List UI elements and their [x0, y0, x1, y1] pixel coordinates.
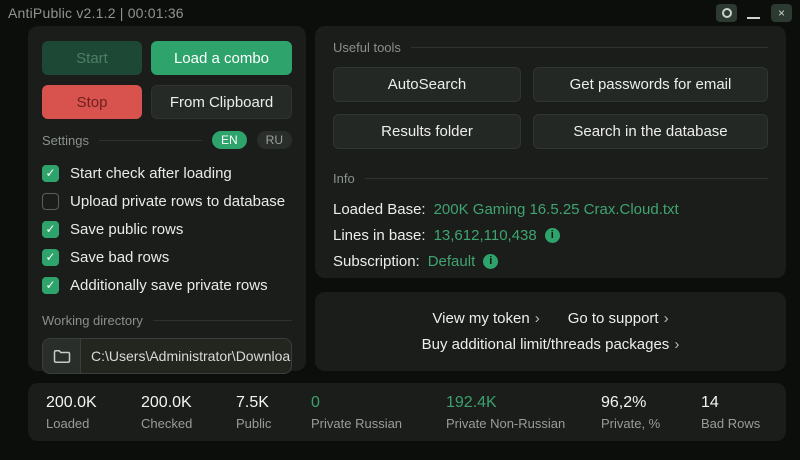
minimize-icon[interactable]: [746, 4, 762, 22]
stats-bar: 200.0K Loaded 200.0K Checked 7.5K Public…: [28, 383, 786, 441]
info-row-value: Default: [427, 252, 476, 270]
link-label: Go to support: [567, 310, 659, 327]
useful-tools-label: Useful tools: [333, 40, 401, 55]
stat-label: Checked: [141, 415, 193, 431]
checkbox-icon: ✓: [42, 192, 59, 210]
checkbox-start-check-after-loading[interactable]: ✓ Start check after loading: [42, 159, 292, 187]
buy-packages-link[interactable]: Buy additional limit/threads packages ›: [422, 336, 680, 353]
stat-label: Private Russian: [311, 415, 403, 431]
divider: [98, 139, 202, 141]
stat-label: Bad Rows: [701, 415, 761, 431]
info-row-loaded-base: Loaded Base: 200K Gaming 16.5.25 Crax.Cl…: [333, 196, 768, 222]
checkbox-additionally-save-private[interactable]: ✓ Additionally save private rows: [42, 271, 292, 299]
info-icon[interactable]: i: [544, 227, 560, 243]
stat-loaded: 200.0K Loaded: [46, 394, 141, 431]
checkbox-save-bad-rows[interactable]: ✓ Save bad rows: [42, 243, 292, 271]
view-my-token-link[interactable]: View my token ›: [432, 310, 539, 327]
stat-bad-rows: 14 Bad Rows: [701, 394, 760, 431]
autosearch-button[interactable]: AutoSearch: [333, 67, 521, 102]
circle-glyph: [721, 8, 732, 18]
checkbox-icon: ✓: [42, 164, 59, 182]
stat-value: 200.0K: [46, 393, 97, 411]
chevron-right-icon: ›: [674, 336, 680, 353]
start-button[interactable]: Start: [42, 41, 142, 75]
stat-public: 7.5K Public: [236, 394, 311, 431]
stat-label: Loaded: [46, 415, 90, 431]
divider: [410, 47, 768, 48]
checkbox-label: Additionally save private rows: [70, 276, 268, 294]
close-icon[interactable]: ×: [771, 4, 792, 22]
working-directory-input[interactable]: C:\Users\Administrator\Downloa...: [42, 338, 292, 374]
info-header: Info: [333, 171, 768, 186]
control-panel: Start Load a combo Stop From Clipboard S…: [28, 26, 306, 374]
stat-checked: 200.0K Checked: [141, 394, 236, 431]
stat-private-percent: 96,2% Private, %: [601, 394, 701, 431]
window-controls: ×: [716, 4, 792, 22]
working-directory-label: Working directory: [42, 313, 143, 328]
stat-value: 200.0K: [141, 393, 192, 411]
go-to-support-link[interactable]: Go to support ›: [568, 310, 669, 327]
checkbox-icon: ✓: [42, 276, 59, 294]
checkbox-upload-private-rows[interactable]: ✓ Upload private rows to database: [42, 187, 292, 215]
settings-header: Settings EN RU: [42, 131, 292, 149]
stat-value: 192.4K: [446, 393, 497, 411]
language-ru-toggle[interactable]: RU: [256, 131, 292, 149]
stat-label: Public: [236, 415, 272, 431]
get-passwords-button[interactable]: Get passwords for email: [533, 67, 768, 102]
chevron-right-icon: ›: [534, 310, 540, 327]
record-icon[interactable]: [716, 4, 737, 22]
info-row-value: 13,612,110,438: [433, 226, 537, 244]
stat-label: Private Non-Russian: [446, 415, 566, 431]
info-row-label: Subscription:: [333, 252, 420, 270]
checkbox-icon: ✓: [42, 248, 59, 266]
stat-private-non-russian: 192.4K Private Non-Russian: [446, 394, 601, 431]
info-label: Info: [333, 171, 355, 186]
search-database-button[interactable]: Search in the database: [533, 114, 768, 149]
stat-label: Private, %: [601, 415, 661, 431]
load-combo-button[interactable]: Load a combo: [151, 41, 292, 75]
checkbox-save-public-rows[interactable]: ✓ Save public rows: [42, 215, 292, 243]
checkbox-label: Start check after loading: [70, 164, 232, 182]
checkbox-label: Upload private rows to database: [70, 192, 286, 210]
titlebar: AntiPublic v2.1.2 | 00:01:36 ×: [0, 0, 800, 26]
chevron-right-icon: ›: [663, 310, 669, 327]
window-title: AntiPublic v2.1.2 | 00:01:36: [8, 5, 184, 21]
settings-label: Settings: [42, 132, 89, 148]
info-row-lines-in-base: Lines in base: 13,612,110,438 i: [333, 222, 768, 248]
stat-private-russian: 0 Private Russian: [311, 394, 446, 431]
stat-value: 96,2%: [601, 393, 647, 411]
language-en-toggle[interactable]: EN: [211, 131, 247, 149]
info-icon[interactable]: i: [483, 253, 499, 269]
link-label: Buy additional limit/threads packages: [421, 336, 670, 353]
folder-icon[interactable]: [43, 339, 81, 373]
working-directory-path: C:\Users\Administrator\Downloa...: [91, 348, 291, 364]
info-row-subscription: Subscription: Default i: [333, 248, 768, 274]
checkbox-label: Save bad rows: [70, 248, 170, 266]
stat-value: 14: [701, 393, 719, 411]
stop-button[interactable]: Stop: [42, 85, 142, 119]
useful-tools-header: Useful tools: [333, 40, 768, 55]
tools-info-panel: Useful tools AutoSearch Get passwords fo…: [315, 26, 786, 278]
divider: [152, 320, 292, 321]
divider: [364, 178, 768, 179]
results-folder-button[interactable]: Results folder: [333, 114, 521, 149]
info-row-label: Lines in base:: [333, 226, 426, 244]
stat-value: 0: [311, 393, 320, 411]
checkbox-label: Save public rows: [70, 220, 184, 238]
link-label: View my token: [432, 310, 530, 327]
info-row-label: Loaded Base:: [333, 200, 426, 218]
links-panel: View my token › Go to support › Buy additi…: [315, 292, 786, 371]
checkbox-icon: ✓: [42, 220, 59, 238]
info-row-value: 200K Gaming 16.5.25 Crax.Cloud.txt: [433, 200, 679, 218]
from-clipboard-button[interactable]: From Clipboard: [151, 85, 292, 119]
minimize-glyph: [747, 17, 760, 19]
working-directory-header: Working directory: [42, 313, 292, 328]
stat-value: 7.5K: [236, 393, 269, 411]
